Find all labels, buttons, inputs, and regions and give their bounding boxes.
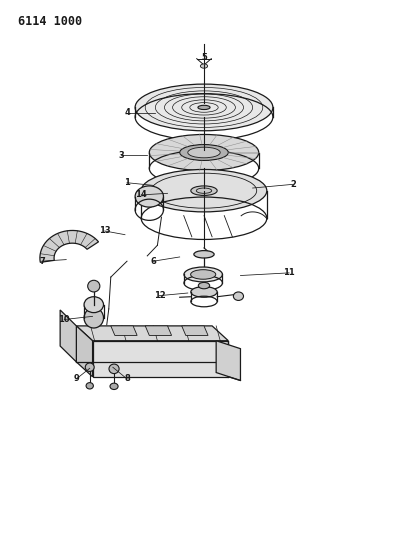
- Ellipse shape: [149, 134, 259, 171]
- Polygon shape: [216, 341, 240, 381]
- Ellipse shape: [84, 308, 104, 328]
- Polygon shape: [111, 326, 137, 335]
- Polygon shape: [40, 230, 98, 262]
- Ellipse shape: [135, 84, 273, 131]
- Ellipse shape: [194, 251, 214, 258]
- Text: 8: 8: [124, 374, 130, 383]
- Ellipse shape: [188, 147, 220, 158]
- Text: 3: 3: [118, 151, 124, 160]
- Text: 11: 11: [283, 268, 295, 277]
- Ellipse shape: [200, 64, 208, 68]
- Text: 12: 12: [153, 291, 165, 300]
- Text: 6114 1000: 6114 1000: [18, 14, 82, 28]
- Text: 6: 6: [151, 257, 156, 265]
- Text: 1: 1: [124, 178, 130, 187]
- Ellipse shape: [110, 383, 118, 390]
- Text: 7: 7: [39, 257, 45, 265]
- Ellipse shape: [85, 363, 94, 372]
- Ellipse shape: [86, 383, 93, 389]
- Text: 5: 5: [201, 53, 207, 62]
- Ellipse shape: [198, 282, 210, 289]
- Text: 9: 9: [73, 374, 79, 383]
- Ellipse shape: [198, 106, 210, 110]
- Ellipse shape: [180, 144, 228, 160]
- Ellipse shape: [109, 364, 119, 374]
- Text: 2: 2: [290, 180, 296, 189]
- Text: 4: 4: [124, 108, 130, 117]
- Ellipse shape: [191, 270, 216, 279]
- Polygon shape: [76, 326, 228, 341]
- Polygon shape: [93, 341, 228, 377]
- Text: 10: 10: [58, 315, 70, 324]
- Ellipse shape: [191, 287, 217, 297]
- Text: 14: 14: [135, 190, 147, 199]
- Ellipse shape: [88, 280, 100, 292]
- Ellipse shape: [141, 169, 267, 212]
- Polygon shape: [60, 310, 76, 362]
- Polygon shape: [76, 326, 93, 377]
- Ellipse shape: [191, 186, 217, 196]
- Text: 13: 13: [99, 227, 111, 236]
- Ellipse shape: [233, 292, 244, 301]
- Ellipse shape: [84, 297, 104, 313]
- Polygon shape: [145, 326, 172, 335]
- Polygon shape: [182, 326, 208, 335]
- Ellipse shape: [135, 186, 164, 207]
- Ellipse shape: [184, 267, 222, 282]
